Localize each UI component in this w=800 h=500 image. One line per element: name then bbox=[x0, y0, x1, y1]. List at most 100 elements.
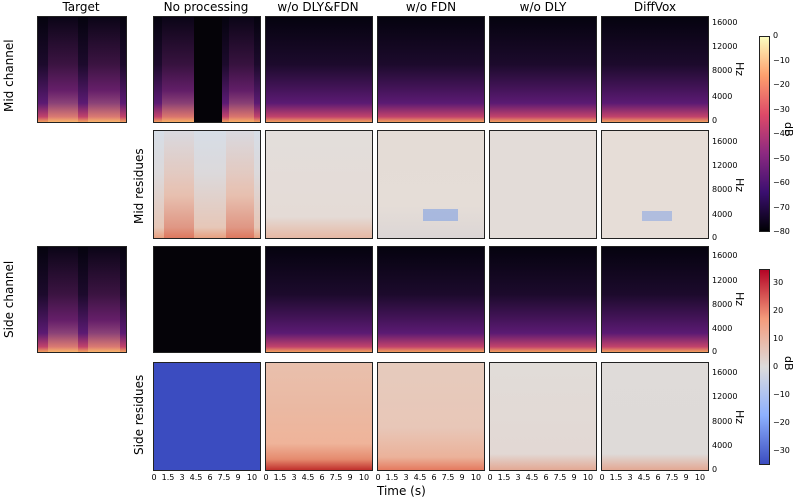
colorbar_residues-tick-4: −10 bbox=[773, 390, 790, 399]
panel-noproc-mid-res bbox=[153, 130, 261, 239]
xtick-p0-5: 7.5 bbox=[217, 473, 231, 482]
xtick-p0-1: 1.5 bbox=[161, 473, 175, 482]
ytick-r2-16000: 16000 bbox=[712, 137, 738, 146]
xtick-p1-1: 1.5 bbox=[273, 473, 287, 482]
panel-wodly-side bbox=[489, 246, 597, 353]
panel-target-mid bbox=[37, 16, 127, 123]
xtick-p3-4: 6 bbox=[543, 473, 549, 482]
colorbar_residues-tick-2: 10 bbox=[773, 334, 784, 343]
xtick-p0-3: 4.5 bbox=[189, 473, 203, 482]
colorbar-spectrogram bbox=[759, 36, 770, 232]
panel-wodly-mid bbox=[489, 16, 597, 123]
xtick-p1-4: 6 bbox=[319, 473, 325, 482]
colorbar_residues-tick-6: −30 bbox=[773, 446, 790, 455]
row-label-side-residues: Side residues bbox=[132, 374, 146, 455]
ytick-r4-12000: 12000 bbox=[712, 392, 738, 401]
colorbar-residues bbox=[759, 269, 770, 465]
panel-diffvox-side-res bbox=[601, 362, 709, 471]
colorbar_spectrogram-tick-6: −60 bbox=[773, 178, 790, 187]
ytick-r3-0: 0 bbox=[712, 347, 718, 356]
xlabel: Time (s) bbox=[377, 484, 426, 498]
panel-noproc-mid bbox=[153, 16, 261, 123]
colorbar_spectrogram-tick-8: −80 bbox=[773, 227, 790, 236]
col-title-wo-dly: w/o DLY bbox=[519, 0, 567, 14]
ytick-r1-8000: 8000 bbox=[712, 66, 733, 75]
xtick-p4-0: 0 bbox=[599, 473, 605, 482]
xtick-p1-6: 9 bbox=[347, 473, 353, 482]
xtick-p2-3: 4.5 bbox=[413, 473, 427, 482]
col-title-no-processing: No processing bbox=[163, 0, 249, 14]
colorbar-spectrogram-label: dB bbox=[782, 122, 795, 137]
xtick-p4-6: 9 bbox=[683, 473, 689, 482]
col-title-target: Target bbox=[62, 0, 100, 14]
xtick-p4-2: 3 bbox=[627, 473, 633, 482]
colorbar-residues-label: dB bbox=[782, 356, 795, 371]
panel-noproc-side-res bbox=[153, 362, 261, 471]
ylabel-r3: Hz bbox=[733, 292, 746, 307]
panel-wofdn-side bbox=[377, 246, 485, 353]
panel-diffvox-mid bbox=[601, 16, 709, 123]
xtick-p1-0: 0 bbox=[263, 473, 269, 482]
xtick-p4-7: 10 bbox=[694, 473, 706, 482]
ytick-r2-0: 0 bbox=[712, 233, 718, 242]
xtick-p1-3: 4.5 bbox=[301, 473, 315, 482]
xtick-p2-1: 1.5 bbox=[385, 473, 399, 482]
row-label-mid-channel: Mid channel bbox=[2, 39, 16, 112]
panel-wofdn-side-res bbox=[377, 362, 485, 471]
xtick-p0-7: 10 bbox=[246, 473, 258, 482]
ytick-r1-12000: 12000 bbox=[712, 42, 738, 51]
ytick-r3-16000: 16000 bbox=[712, 251, 738, 260]
ytick-r3-12000: 12000 bbox=[712, 276, 738, 285]
colorbar_residues-tick-5: −20 bbox=[773, 418, 790, 427]
xtick-p3-3: 4.5 bbox=[525, 473, 539, 482]
xtick-p4-3: 4.5 bbox=[637, 473, 651, 482]
panel-wodly-side-res bbox=[489, 362, 597, 471]
ytick-r2-4000: 4000 bbox=[712, 210, 733, 219]
colorbar_spectrogram-tick-5: −50 bbox=[773, 153, 790, 163]
xtick-p1-2: 3 bbox=[291, 473, 297, 482]
ytick-r4-8000: 8000 bbox=[712, 417, 733, 426]
ytick-r1-0: 0 bbox=[712, 116, 718, 125]
col-title-diffvox: DiffVox bbox=[633, 0, 677, 14]
ylabel-r2: Hz bbox=[733, 178, 746, 193]
colorbar_residues-tick-1: 20 bbox=[773, 306, 784, 315]
xtick-p3-1: 1.5 bbox=[497, 473, 511, 482]
xtick-p0-0: 0 bbox=[151, 473, 157, 482]
ytick-r2-8000: 8000 bbox=[712, 185, 733, 194]
colorbar_residues-tick-3: 0 bbox=[773, 362, 779, 371]
xtick-p4-4: 6 bbox=[655, 473, 661, 482]
colorbar_spectrogram-tick-2: −20 bbox=[773, 80, 790, 89]
panel-wodlyfdn-side-res bbox=[265, 362, 373, 471]
xtick-p3-2: 3 bbox=[515, 473, 521, 482]
xtick-p2-5: 7.5 bbox=[441, 473, 455, 482]
xtick-p2-6: 9 bbox=[459, 473, 465, 482]
ytick-r4-4000: 4000 bbox=[712, 441, 733, 450]
colorbar_residues-tick-0: 30 bbox=[773, 278, 784, 287]
xtick-p4-5: 7.5 bbox=[665, 473, 679, 482]
row-label-side-channel: Side channel bbox=[2, 260, 16, 338]
panel-noproc-side bbox=[153, 246, 261, 353]
panel-target-side bbox=[37, 246, 127, 353]
ylabel-r1: Hz bbox=[733, 62, 746, 77]
row-label-mid-residues: Mid residues bbox=[132, 148, 146, 224]
xtick-p0-2: 3 bbox=[179, 473, 185, 482]
xtick-p1-5: 7.5 bbox=[329, 473, 343, 482]
ytick-r3-8000: 8000 bbox=[712, 300, 733, 309]
panel-wofdn-mid-res bbox=[377, 130, 485, 239]
panel-diffvox-mid-res bbox=[601, 130, 709, 239]
colorbar_spectrogram-tick-7: −70 bbox=[773, 202, 790, 212]
ytick-r3-4000: 4000 bbox=[712, 324, 733, 333]
xtick-p2-0: 0 bbox=[375, 473, 381, 482]
xtick-p0-6: 9 bbox=[235, 473, 241, 482]
xtick-p3-6: 9 bbox=[571, 473, 577, 482]
xtick-p3-0: 0 bbox=[487, 473, 493, 482]
ytick-r1-4000: 4000 bbox=[712, 92, 733, 101]
colorbar_spectrogram-tick-4: −40 bbox=[773, 129, 790, 138]
panel-wodlyfdn-mid bbox=[265, 16, 373, 123]
col-title-wo-dly-fdn: w/o DLY&FDN bbox=[277, 0, 359, 14]
colorbar_spectrogram-tick-1: −10 bbox=[773, 55, 790, 65]
panel-wofdn-mid bbox=[377, 16, 485, 123]
colorbar_spectrogram-tick-3: −30 bbox=[773, 104, 790, 114]
panel-wodlyfdn-side bbox=[265, 246, 373, 353]
